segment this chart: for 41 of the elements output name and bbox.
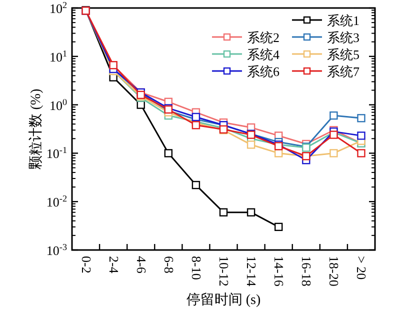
x-axis-title: 停留时间 (s): [186, 292, 261, 308]
point: [192, 121, 200, 130]
point: [192, 180, 200, 190]
point: [357, 114, 366, 122]
point: [192, 112, 200, 122]
legend-label: 系统7: [327, 64, 360, 79]
y-tick-label: 10$^{1}$: [49, 48, 67, 64]
x-tick-label: 10-12: [216, 256, 232, 286]
y-tick-label: 10$^{-2}$: [46, 194, 68, 210]
legend-label: 系统4: [247, 47, 280, 62]
point: [246, 140, 256, 149]
point: [164, 149, 173, 158]
x-tick-label: > 20: [354, 256, 370, 280]
legend-label: 系统2: [247, 30, 280, 45]
x-tick-label: 6-8: [161, 256, 176, 274]
y-tick-label: 10$^{0}$: [49, 96, 68, 113]
legend-label: 系统1: [327, 13, 360, 28]
point: [274, 149, 283, 158]
x-tick-label: 2-4: [106, 256, 122, 274]
point: [330, 130, 338, 139]
point: [357, 132, 366, 140]
x-tick-label: 8-10: [188, 256, 204, 280]
x-tick-label: 4-6: [134, 256, 149, 274]
point: [219, 208, 228, 216]
point: [274, 222, 283, 232]
legend-label: 系统5: [327, 47, 360, 62]
y-tick-label: 10$^{2}$: [49, 0, 68, 16]
x-tick-label: 12-14: [244, 256, 260, 287]
point: [330, 149, 338, 158]
legend-label: 系统3: [327, 30, 360, 45]
x-tick-label: 14-16: [272, 256, 287, 287]
point: [246, 208, 256, 216]
legend-label: 系统6: [247, 64, 280, 79]
x-tick-label: 0-2: [78, 256, 94, 274]
point: [330, 111, 338, 120]
point: [357, 149, 366, 158]
y-tick-label: 10$^{-3}$: [46, 242, 68, 258]
y-axis-title: 颗粒计数 (%): [28, 88, 44, 170]
x-tick-label: 16-18: [299, 256, 314, 286]
x-tick-label: 18-20: [326, 256, 342, 286]
y-tick-label: 10$^{-1}$: [46, 145, 67, 162]
